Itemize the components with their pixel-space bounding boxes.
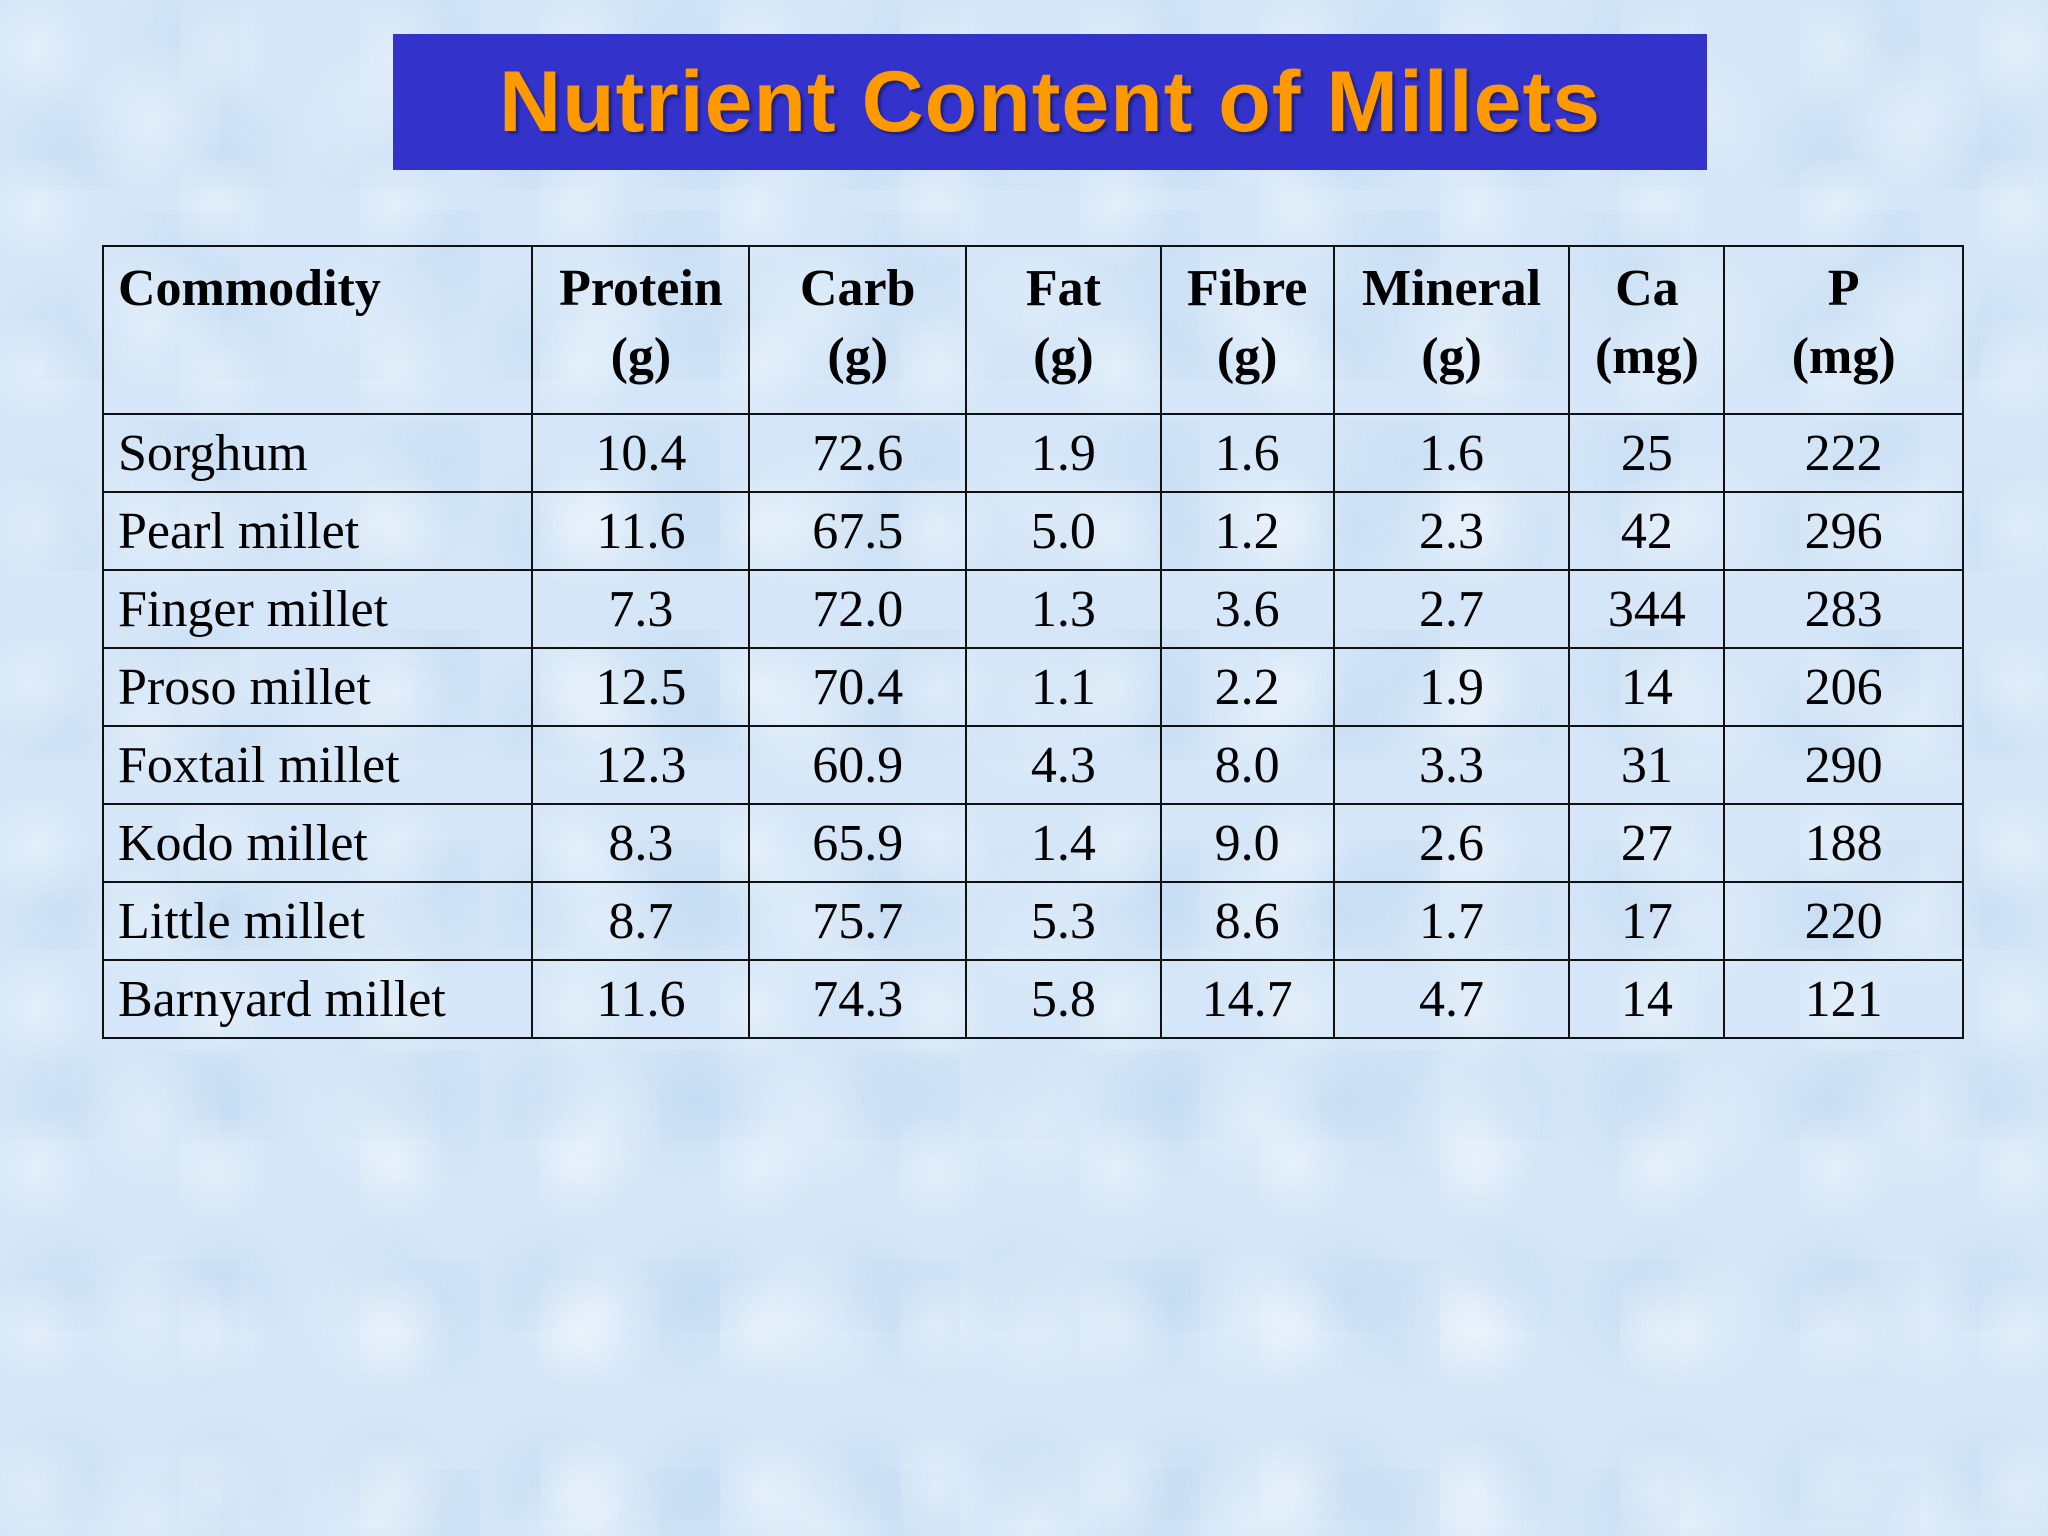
value-cell: 8.6: [1159, 881, 1335, 961]
value-cell: 1.9: [965, 413, 1162, 493]
value-cell: 67.5: [748, 491, 968, 571]
value-cell: 2.3: [1332, 491, 1571, 571]
value-cell: 10.4: [531, 413, 751, 493]
value-cell: 74.3: [748, 959, 968, 1039]
table-body: Sorghum 10.4 72.6 1.9 1.6 1.6 25 222 Pearl mille…: [101, 413, 1964, 1039]
value-cell: 1.2: [1159, 491, 1335, 571]
commodity-cell: Finger millet: [101, 569, 534, 649]
value-cell: 4.7: [1332, 959, 1571, 1039]
value-cell: 222: [1723, 413, 1964, 493]
value-cell: 3.3: [1332, 725, 1571, 805]
commodity-cell: Foxtail millet: [101, 725, 534, 805]
value-cell: 11.6: [531, 491, 751, 571]
commodity-cell: Barnyard millet: [101, 959, 534, 1039]
value-cell: 1.9: [1332, 647, 1571, 727]
value-cell: 2.7: [1332, 569, 1571, 649]
value-cell: 188: [1723, 803, 1964, 883]
value-cell: 25: [1568, 413, 1726, 493]
value-cell: 14: [1568, 647, 1726, 727]
value-cell: 8.3: [531, 803, 751, 883]
value-cell: 31: [1568, 725, 1726, 805]
value-cell: 3.6: [1159, 569, 1335, 649]
value-cell: 8.0: [1159, 725, 1335, 805]
header-mineral: Mineral (g): [1332, 245, 1571, 415]
header-p: P (mg): [1723, 245, 1964, 415]
value-cell: 12.5: [531, 647, 751, 727]
value-cell: 5.8: [965, 959, 1162, 1039]
header-ca: Ca (mg): [1568, 245, 1726, 415]
value-cell: 4.3: [965, 725, 1162, 805]
value-cell: 14: [1568, 959, 1726, 1039]
commodity-cell: Kodo millet: [101, 803, 534, 883]
value-cell: 1.7: [1332, 881, 1571, 961]
table-row: Foxtail millet 12.3 60.9 4.3 8.0 3.3 31 290: [101, 725, 1964, 805]
value-cell: 220: [1723, 881, 1964, 961]
value-cell: 1.1: [965, 647, 1162, 727]
commodity-cell: Sorghum: [101, 413, 534, 493]
value-cell: 5.0: [965, 491, 1162, 571]
value-cell: 283: [1723, 569, 1964, 649]
value-cell: 60.9: [748, 725, 968, 805]
value-cell: 1.4: [965, 803, 1162, 883]
header-fat: Fat (g): [965, 245, 1162, 415]
value-cell: 290: [1723, 725, 1964, 805]
table-header-row: Commodity Protein (g) Carb (g) Fat (g) Fibr…: [101, 245, 1964, 415]
value-cell: 7.3: [531, 569, 751, 649]
value-cell: 72.0: [748, 569, 968, 649]
value-cell: 121: [1723, 959, 1964, 1039]
value-cell: 11.6: [531, 959, 751, 1039]
table-row: Pearl millet 11.6 67.5 5.0 1.2 2.3 42 296: [101, 491, 1964, 571]
value-cell: 1.6: [1332, 413, 1571, 493]
table-row: Sorghum 10.4 72.6 1.9 1.6 1.6 25 222: [101, 413, 1964, 493]
title-banner: Nutrient Content of Millets: [393, 34, 1707, 170]
table-row: Kodo millet 8.3 65.9 1.4 9.0 2.6 27 188: [101, 803, 1964, 883]
commodity-cell: Pearl millet: [101, 491, 534, 571]
nutrient-table: Commodity Protein (g) Carb (g) Fat (g) Fibr…: [101, 245, 1964, 1039]
value-cell: 2.6: [1332, 803, 1571, 883]
value-cell: 75.7: [748, 881, 968, 961]
table-row: Proso millet 12.5 70.4 1.1 2.2 1.9 14 206: [101, 647, 1964, 727]
value-cell: 2.2: [1159, 647, 1335, 727]
header-carb: Carb (g): [748, 245, 968, 415]
value-cell: 12.3: [531, 725, 751, 805]
table-row: Finger millet 7.3 72.0 1.3 3.6 2.7 344 283: [101, 569, 1964, 649]
value-cell: 1.6: [1159, 413, 1335, 493]
value-cell: 42: [1568, 491, 1726, 571]
commodity-cell: Proso millet: [101, 647, 534, 727]
value-cell: 65.9: [748, 803, 968, 883]
value-cell: 296: [1723, 491, 1964, 571]
commodity-cell: Little millet: [101, 881, 534, 961]
value-cell: 9.0: [1159, 803, 1335, 883]
value-cell: 27: [1568, 803, 1726, 883]
value-cell: 5.3: [965, 881, 1162, 961]
value-cell: 1.3: [965, 569, 1162, 649]
header-commodity: Commodity: [101, 245, 534, 415]
value-cell: 206: [1723, 647, 1964, 727]
value-cell: 14.7: [1159, 959, 1335, 1039]
header-fibre: Fibre (g): [1159, 245, 1335, 415]
value-cell: 344: [1568, 569, 1726, 649]
value-cell: 72.6: [748, 413, 968, 493]
slide-title: Nutrient Content of Millets: [499, 53, 1601, 150]
table-row: Barnyard millet 11.6 74.3 5.8 14.7 4.7 14 121: [101, 959, 1964, 1039]
value-cell: 17: [1568, 881, 1726, 961]
header-protein: Protein (g): [531, 245, 751, 415]
value-cell: 70.4: [748, 647, 968, 727]
value-cell: 8.7: [531, 881, 751, 961]
table-row: Little millet 8.7 75.7 5.3 8.6 1.7 17 220: [101, 881, 1964, 961]
